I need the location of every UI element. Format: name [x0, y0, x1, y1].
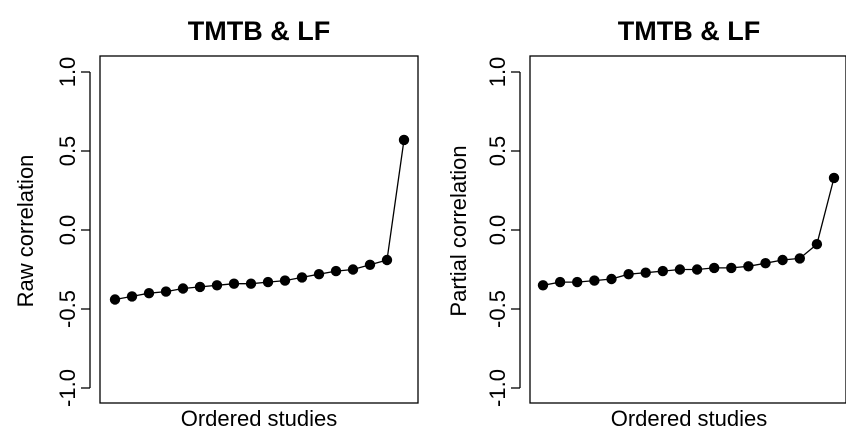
- series-line: [114, 139, 405, 301]
- data-point: [126, 291, 138, 302]
- data-point: [364, 259, 376, 270]
- raw-correlation-chart: TMTB & LF Ordered studies Raw correlatio…: [13, 16, 419, 431]
- plot-frame: [99, 55, 419, 404]
- data-point: [245, 278, 257, 289]
- partial-correlation-chart: TMTB & LF Ordered studies Partial correl…: [446, 16, 846, 431]
- y-tick-label: -1.0: [485, 369, 510, 407]
- data-point: [211, 280, 223, 291]
- data-point: [160, 286, 172, 297]
- data-point: [143, 288, 155, 299]
- data-point: [262, 276, 274, 288]
- y-tick-label: 0.5: [55, 136, 80, 167]
- data-point: [347, 264, 359, 275]
- y-tick-label: 0.0: [55, 215, 80, 246]
- chart-title: TMTB & LF: [188, 16, 330, 46]
- data-point: [794, 253, 805, 264]
- y-tick-label: 1.0: [485, 57, 510, 88]
- data-point: [279, 275, 291, 286]
- y-tick-label: 1.0: [55, 57, 80, 88]
- plot-frame: [529, 55, 846, 404]
- data-point: [640, 267, 651, 278]
- x-axis-label: Ordered studies: [181, 406, 338, 431]
- data-point: [691, 264, 703, 275]
- y-axis-label: Raw correlation: [13, 155, 38, 308]
- data-point: [381, 254, 393, 266]
- y-tick-label: 0.5: [485, 136, 510, 167]
- chart-marks: -1.0 -0.5 0.0 0.5 1.0: [55, 57, 410, 407]
- data-point: [760, 258, 771, 269]
- data-point: [726, 262, 737, 274]
- data-point: [811, 239, 823, 250]
- y-axis-label: Partial correlation: [446, 145, 471, 316]
- data-point: [623, 269, 634, 280]
- data-point: [177, 283, 189, 294]
- x-axis-label: Ordered studies: [611, 406, 768, 431]
- data-point: [330, 265, 342, 277]
- data-point: [537, 280, 549, 291]
- data-point: [109, 294, 121, 305]
- chart-panel-partial: TMTB & LF Ordered studies Partial correl…: [423, 0, 846, 433]
- y-tick-label: -0.5: [55, 290, 80, 328]
- chart-title: TMTB & LF: [618, 16, 760, 46]
- data-point: [674, 264, 686, 275]
- data-point: [589, 275, 600, 286]
- data-point: [313, 269, 325, 280]
- data-point: [228, 278, 240, 289]
- data-point: [657, 265, 668, 277]
- data-point: [743, 261, 754, 272]
- data-point: [777, 254, 788, 266]
- y-tick-label: -0.5: [485, 290, 510, 328]
- data-point: [296, 272, 308, 283]
- y-tick-label: 0.0: [485, 215, 510, 246]
- chart-marks: -1.0 -0.5 0.0 0.5 1.0: [485, 57, 840, 407]
- data-point: [828, 172, 840, 184]
- y-tick-label: -1.0: [55, 369, 80, 407]
- data-point: [572, 276, 583, 288]
- data-point: [554, 276, 566, 288]
- data-point: [606, 273, 617, 285]
- data-point: [398, 134, 410, 146]
- data-point: [709, 262, 720, 274]
- data-point: [194, 281, 206, 293]
- chart-panel-raw: TMTB & LF Ordered studies Raw correlatio…: [13, 16, 419, 431]
- series-line: [542, 177, 835, 286]
